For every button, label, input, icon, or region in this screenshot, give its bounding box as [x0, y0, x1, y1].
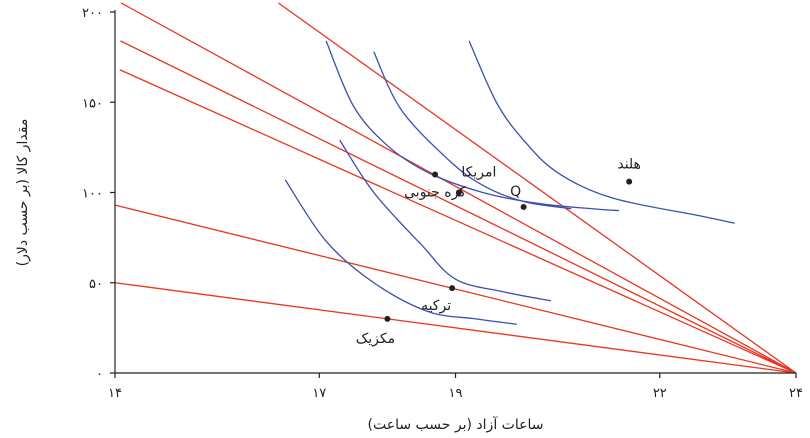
data-point [432, 171, 439, 178]
y-axis-title: مقدار کالا (بر حسب دلار) [15, 119, 31, 267]
y-tick-label: ۰ [96, 367, 103, 382]
ticks: ۱۴ ۱۷ ۱۹ ۲۲ ۲۴ ۰ ۵۰ ۱۰۰ ۱۵۰ ۲۰۰ [82, 6, 803, 401]
point-label: کره جنوبی [404, 184, 466, 200]
data-point [626, 178, 633, 185]
point-label: ترکیه [421, 298, 451, 314]
budget-line [120, 40, 797, 374]
data-point [455, 189, 462, 196]
x-tick-label: ۱۷ [312, 386, 326, 401]
budget-line [278, 2, 797, 374]
y-tick-label: ۱۰۰ [82, 187, 103, 202]
indifference-curve [373, 51, 572, 210]
y-tick-label: ۱۵۰ [82, 96, 103, 111]
x-tick-label: ۱۴ [108, 386, 122, 401]
budget-line [115, 282, 797, 374]
indifference-curves [284, 40, 735, 325]
point-label: Q [510, 184, 521, 200]
points: هلند امریکا Q کره جنوبی ترکیه مکزیک [356, 157, 641, 347]
indifference-curve [339, 139, 551, 302]
x-tick-label: ۱۹ [449, 386, 463, 401]
budget-line [120, 2, 797, 374]
data-point [520, 203, 527, 210]
indifference-curve [468, 40, 735, 224]
x-tick-label: ۲۴ [789, 386, 803, 401]
x-tick-label: ۲۲ [653, 386, 667, 401]
y-tick-label: ۵۰ [89, 277, 103, 292]
data-point [449, 285, 456, 292]
budget-line [119, 69, 797, 374]
point-label: هلند [617, 157, 641, 173]
x-axis-title: ساعات آزاد (بر حسب ساعت) [368, 416, 544, 433]
indifference-curve [284, 179, 517, 325]
y-tick-label: ۲۰۰ [82, 6, 103, 21]
point-label: مکزیک [356, 331, 395, 347]
budget-lines [115, 2, 797, 374]
budget-line [115, 204, 797, 374]
indifference-curve [325, 40, 619, 212]
data-point [384, 315, 391, 322]
point-label: امریکا [461, 165, 496, 181]
